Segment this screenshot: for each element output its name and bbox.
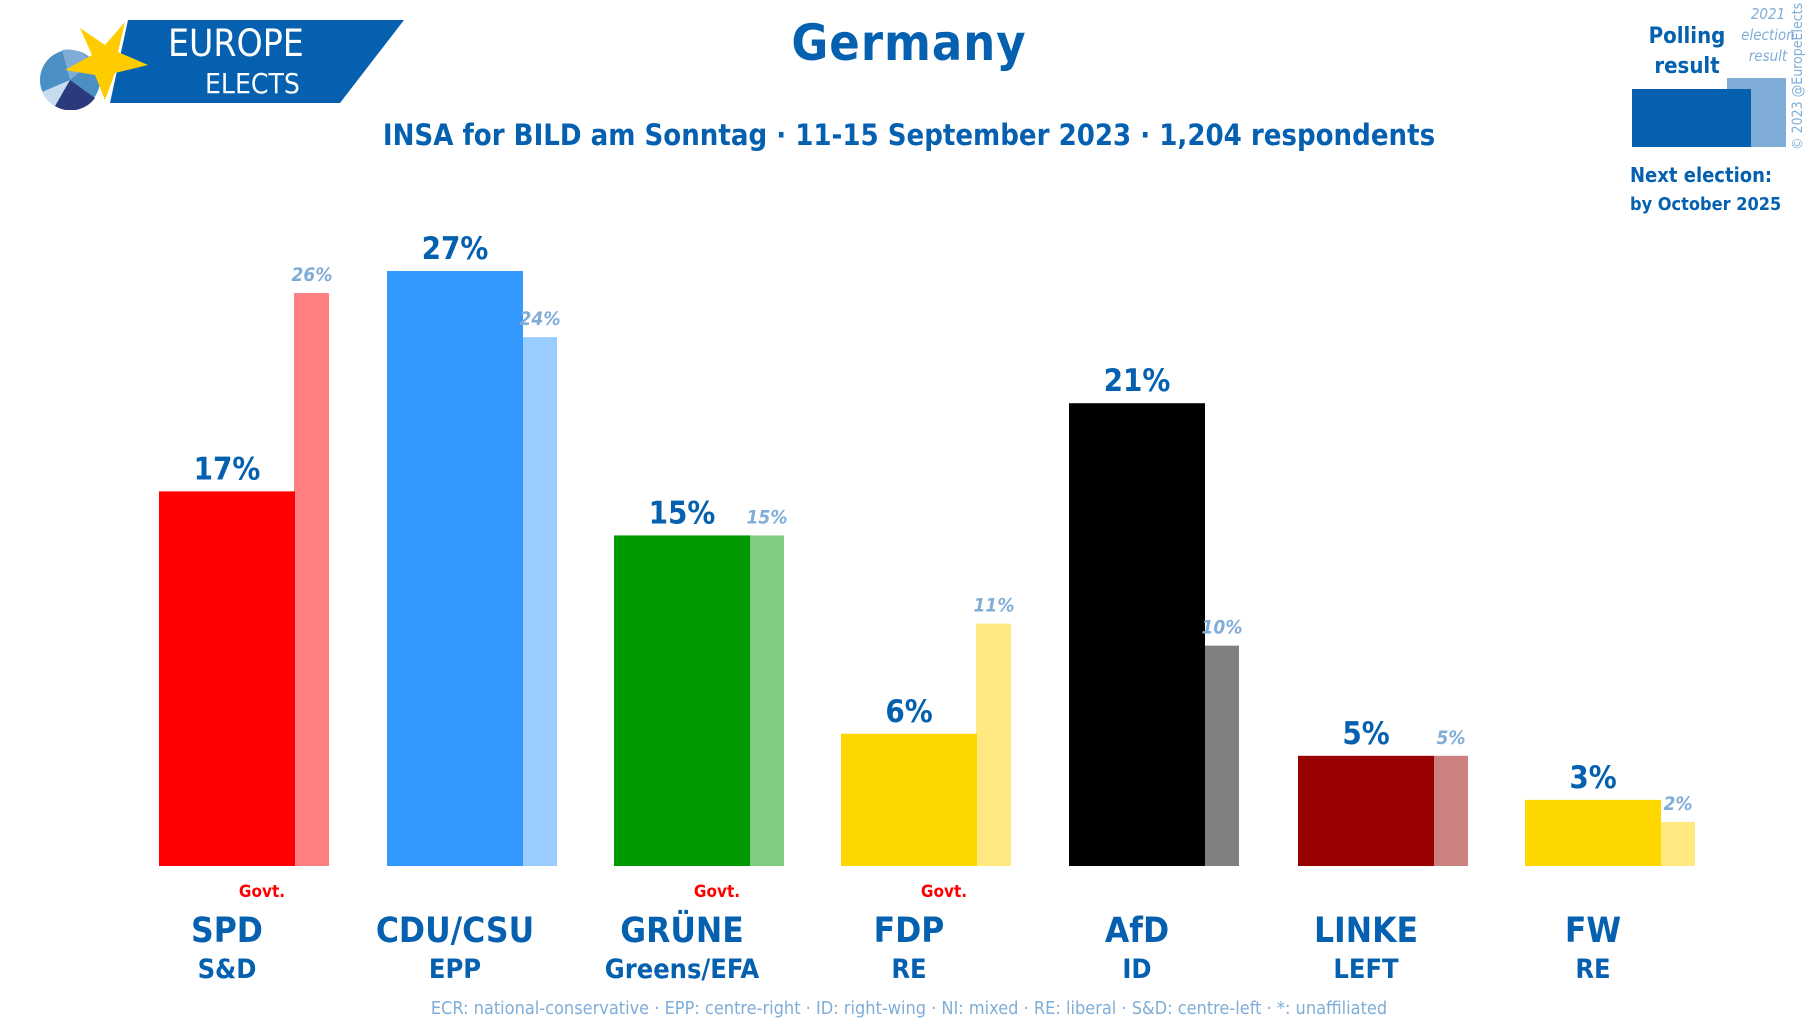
chart-title: Germany: [791, 14, 1027, 72]
legend-election-label-line3: result: [1748, 47, 1788, 65]
election-value-label: 10%: [1202, 617, 1243, 639]
party-group-label: RE: [891, 954, 926, 985]
election-bar-1: [522, 337, 557, 867]
legend-election-label-line2: election: [1741, 26, 1795, 44]
election-value-label: 5%: [1436, 727, 1465, 749]
poll-bar-0: [159, 491, 295, 866]
poll-bar-2: [614, 535, 750, 866]
poll-value-label: 6%: [885, 694, 932, 730]
party-group-label: EPP: [429, 954, 481, 985]
party-name-label: LINKE: [1314, 911, 1418, 951]
legend-election-label-line1: 2021: [1750, 5, 1786, 23]
europe-elects-logo: EUROPE ELECTS: [40, 20, 404, 110]
election-bar-3: [976, 623, 1011, 866]
poll-value-label: 17%: [194, 451, 261, 487]
poll-bar-1: [387, 271, 523, 866]
chart-subtitle: INSA for BILD am Sonntag · 11-15 Septemb…: [382, 118, 1436, 152]
election-value-label: 11%: [974, 595, 1015, 617]
legend-election-label: 2021 election result: [1728, 4, 1808, 67]
party-group-label: Greens/EFA: [605, 954, 760, 985]
election-value-label: 15%: [747, 506, 788, 528]
legend-polling-label: Polling result: [1632, 22, 1742, 82]
group-key-footer: ECR: national-conservative · EPP: centre…: [430, 998, 1388, 1019]
election-bar-5: [1433, 755, 1468, 866]
next-election-value: by October 2025: [1630, 194, 1782, 215]
poll-value-label: 21%: [1104, 363, 1171, 399]
logo-banner: [110, 20, 404, 103]
party-name-label: GRÜNE: [620, 909, 744, 951]
party-group-label: RE: [1575, 954, 1610, 985]
election-bar-2: [749, 535, 784, 866]
poll-value-label: 27%: [422, 231, 489, 267]
govt-badge: Govt.: [239, 882, 285, 902]
party-name-label: CDU/CSU: [376, 911, 534, 951]
legend-swatches: [1632, 78, 1786, 147]
election-value-label: 26%: [292, 264, 333, 286]
election-bar-6: [1660, 821, 1695, 866]
govt-badge: Govt.: [694, 882, 740, 902]
legend-polling-label-line2: result: [1654, 54, 1720, 79]
party-group-label: LEFT: [1333, 954, 1399, 985]
party-group-label: S&D: [198, 954, 257, 985]
next-election-info: Next election: by October 2025: [1630, 160, 1781, 220]
election-value-label: 2%: [1663, 793, 1692, 815]
logo-text-europe: EUROPE: [168, 22, 304, 65]
legend-polling-label-line1: Polling: [1648, 24, 1726, 49]
poll-value-label: 3%: [1569, 760, 1616, 796]
logo-text-elects: ELECTS: [205, 67, 300, 100]
party-name-label: AfD: [1105, 911, 1169, 951]
party-group-label: ID: [1122, 954, 1151, 985]
poll-value-label: 15%: [649, 495, 716, 531]
poll-bar-6: [1525, 799, 1661, 866]
election-value-label: 24%: [520, 308, 561, 330]
party-name-label: FDP: [874, 911, 945, 951]
poll-bar-5: [1298, 755, 1434, 866]
party-name-label: FW: [1565, 911, 1621, 951]
poll-bar-3: [841, 733, 977, 866]
poll-bar-4: [1069, 403, 1205, 866]
party-name-label: SPD: [191, 911, 263, 951]
govt-badge: Govt.: [921, 882, 967, 902]
next-election-label: Next election:: [1630, 163, 1773, 187]
star-icon: [65, 22, 148, 100]
legend-poll-swatch: [1632, 89, 1751, 147]
election-bar-4: [1204, 645, 1239, 866]
election-bar-0: [294, 293, 329, 866]
poll-value-label: 5%: [1342, 716, 1389, 752]
